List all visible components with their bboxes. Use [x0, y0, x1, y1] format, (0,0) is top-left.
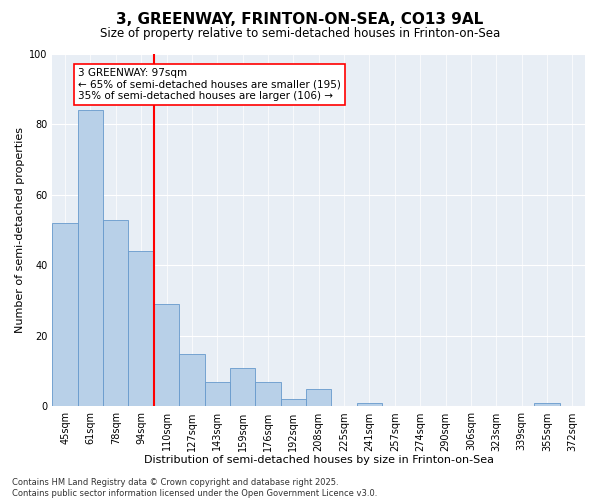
Bar — [306, 389, 331, 406]
Y-axis label: Number of semi-detached properties: Number of semi-detached properties — [15, 127, 25, 333]
Bar — [230, 368, 255, 406]
Text: 3, GREENWAY, FRINTON-ON-SEA, CO13 9AL: 3, GREENWAY, FRINTON-ON-SEA, CO13 9AL — [116, 12, 484, 28]
Bar — [357, 403, 382, 406]
Bar — [52, 223, 78, 406]
Bar — [128, 252, 154, 406]
Bar — [78, 110, 103, 406]
Bar — [281, 400, 306, 406]
Bar — [255, 382, 281, 406]
Bar — [205, 382, 230, 406]
Bar — [179, 354, 205, 406]
Bar — [534, 403, 560, 406]
X-axis label: Distribution of semi-detached houses by size in Frinton-on-Sea: Distribution of semi-detached houses by … — [144, 455, 494, 465]
Text: Contains HM Land Registry data © Crown copyright and database right 2025.
Contai: Contains HM Land Registry data © Crown c… — [12, 478, 377, 498]
Text: 3 GREENWAY: 97sqm
← 65% of semi-detached houses are smaller (195)
35% of semi-de: 3 GREENWAY: 97sqm ← 65% of semi-detached… — [78, 68, 341, 102]
Bar — [154, 304, 179, 406]
Bar — [103, 220, 128, 406]
Text: Size of property relative to semi-detached houses in Frinton-on-Sea: Size of property relative to semi-detach… — [100, 28, 500, 40]
